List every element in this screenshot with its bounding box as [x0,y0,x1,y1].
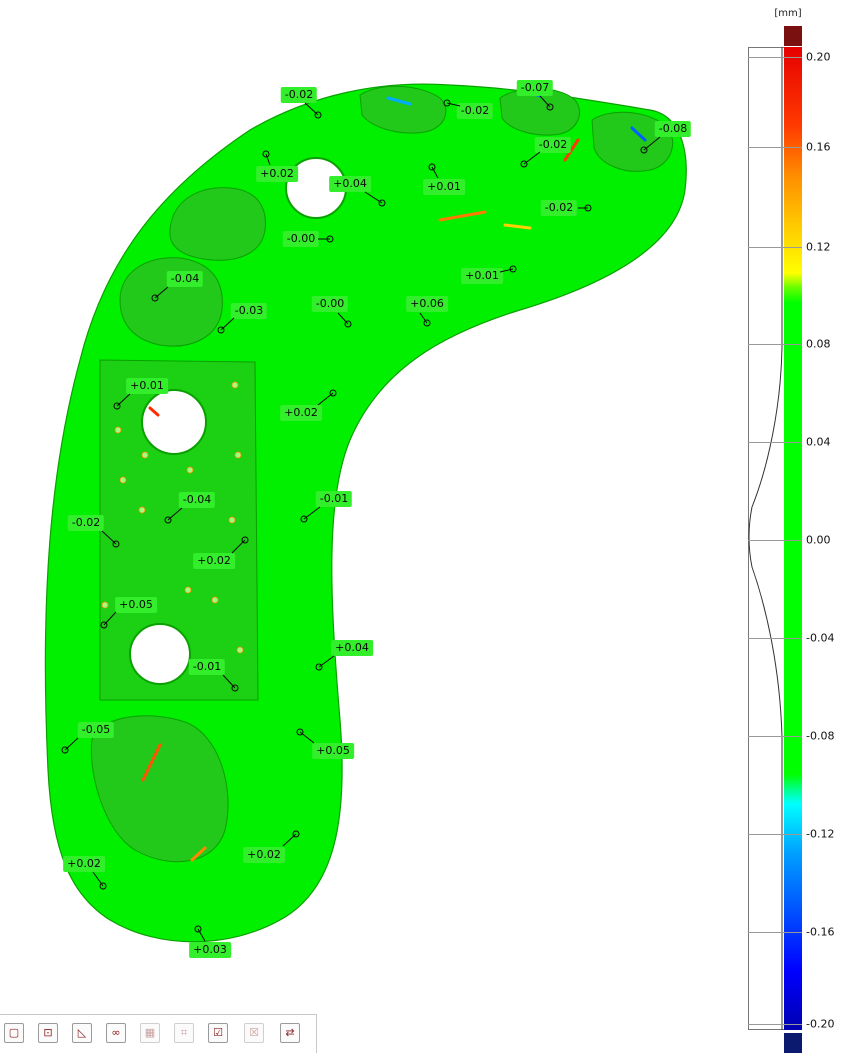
legend-tick [748,442,802,443]
legend-tick [748,344,802,345]
deviation-label: +0.02 [193,553,235,569]
deviation-label: -0.05 [77,722,115,738]
legend-tick-label: -0.08 [806,729,835,743]
model-viewport[interactable]: -0.02 -0.02 -0.07 -0.08 +0.02 +0.04 -0.0… [0,0,700,1010]
legend-tick-label: -0.16 [806,925,835,939]
deviation-label: +0.05 [115,597,157,613]
box-icon: ▢ [8,1026,20,1039]
legend-tick-label: 0.00 [806,533,831,547]
deviation-label: +0.06 [406,296,448,312]
deviation-label: +0.05 [312,743,354,759]
transfer-button[interactable]: ⇄ [280,1023,300,1043]
deviation-label: -0.02 [534,137,572,153]
fit-button[interactable]: ⌗ [174,1023,194,1043]
check-button[interactable]: ☑ [208,1023,228,1043]
delete-icon: ☒ [249,1026,259,1039]
legend-tick-label: 0.04 [806,435,831,449]
deviation-label: -0.00 [311,296,349,312]
legend-tick [748,1024,802,1025]
measure-angle-button[interactable]: ◺ [72,1023,92,1043]
legend-distribution-curve [748,47,783,1030]
deviation-label: -0.01 [315,491,353,507]
delete-button[interactable]: ☒ [244,1023,264,1043]
legend-over-range-swatch [784,26,802,46]
bottom-toolbar: ▢ ⊡ ◺ ∞ ▦ ⌗ ☑ ☒ ⇄ [0,1014,317,1053]
legend-tick [748,834,802,835]
deviation-label: -0.02 [540,200,578,216]
deviation-label: -0.01 [188,659,226,675]
legend-tick [748,147,802,148]
deviation-label: +0.01 [423,179,465,195]
legend-tick-label: -0.04 [806,631,835,645]
legend-under-range-swatch [784,1033,802,1053]
align-icon: ⊡ [43,1026,53,1039]
legend-tick [748,247,802,248]
deviation-label: +0.02 [280,405,322,421]
deviation-label: -0.07 [516,80,554,96]
deviation-label: -0.08 [654,121,692,137]
legend-tick [748,736,802,737]
deviation-label: -0.02 [456,103,494,119]
angle-icon: ◺ [77,1026,87,1039]
deviation-label: -0.03 [230,303,268,319]
link-icon: ∞ [111,1026,121,1039]
deviation-label: +0.02 [256,166,298,182]
legend-tick [748,638,802,639]
legend-unit: [mm] [774,8,802,19]
check-icon: ☑ [213,1026,223,1039]
grid-icon: ▦ [144,1026,156,1039]
deviation-label: +0.01 [126,378,168,394]
link-button[interactable]: ∞ [106,1023,126,1043]
legend-tick [748,932,802,933]
deviation-label: +0.04 [331,640,373,656]
deviation-label: +0.03 [189,942,231,958]
legend-tick [748,540,802,541]
deviation-label: +0.04 [329,176,371,192]
legend-tick-label: 0.20 [806,50,831,64]
legend-tick-label: -0.12 [806,827,835,841]
legend-tick-label: 0.12 [806,240,831,254]
deviation-label: -0.02 [280,87,318,103]
legend-tick-label: 0.08 [806,337,831,351]
color-legend: [mm] 0.20 0.16 0.12 0.08 0.04 0.00 -0.04… [740,0,841,1053]
legend-color-bar [784,47,802,1030]
transfer-icon: ⇄ [285,1026,295,1039]
legend-tick-label: 0.16 [806,140,831,154]
deviation-label: +0.01 [461,268,503,284]
deviation-label: +0.02 [63,856,105,872]
deviation-label: -0.02 [67,515,105,531]
deviation-label: -0.04 [166,271,204,287]
view-box-button[interactable]: ▢ [4,1023,24,1043]
deviation-label: +0.02 [243,847,285,863]
fit-icon: ⌗ [180,1026,188,1039]
legend-tick [748,57,802,58]
grid-button[interactable]: ▦ [140,1023,160,1043]
deviation-label: -0.04 [178,492,216,508]
align-button[interactable]: ⊡ [38,1023,58,1043]
deviation-label: -0.00 [282,231,320,247]
legend-tick-label: -0.20 [806,1017,835,1031]
